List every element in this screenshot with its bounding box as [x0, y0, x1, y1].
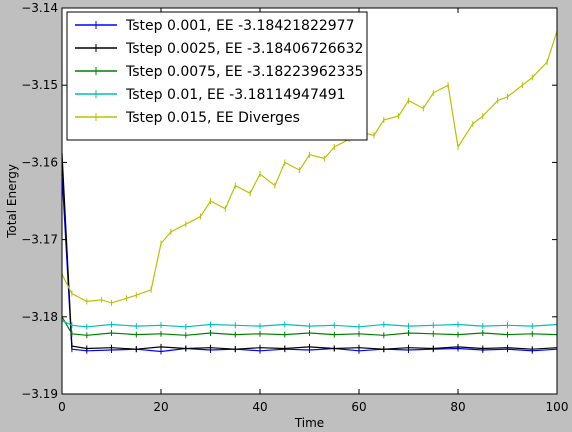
x-tick-label: 0 — [58, 400, 66, 414]
legend-label: Tstep 0.0075, EE -3.18223962335 — [125, 64, 363, 80]
tick-layer: 0 20 40 60 80 100 −3.19 −3.18 −3.17 −3.16 −3.15 −3.… — [21, 1, 568, 414]
series-line — [61, 320, 558, 328]
legend: Tstep 0.001, EE -3.18421822977 Tstep 0.00… — [66, 11, 368, 141]
x-tick-label: 80 — [450, 400, 465, 414]
y-tick-label: −3.16 — [21, 155, 58, 169]
x-tick-label: 60 — [351, 400, 366, 414]
x-tick-label: 100 — [546, 400, 569, 414]
legend-label: Tstep 0.015, EE Diverges — [125, 110, 300, 126]
x-tick-label: 20 — [153, 400, 168, 414]
y-tick-label: −3.15 — [21, 78, 58, 92]
y-tick-label: −3.14 — [21, 1, 58, 15]
x-tick-label: 40 — [252, 400, 267, 414]
legend-label: Tstep 0.001, EE -3.18421822977 — [125, 18, 354, 34]
series-line — [61, 153, 558, 350]
x-axis-label: Time — [294, 416, 324, 430]
plot-frame — [61, 7, 558, 395]
y-tick-label: −3.18 — [21, 310, 58, 324]
y-tick-label: −3.19 — [21, 387, 58, 401]
y-axis-label: Total Energy — [5, 164, 19, 239]
legend-box — [66, 11, 368, 141]
y-tick-label: −3.17 — [21, 233, 58, 247]
legend-label: Tstep 0.01, EE -3.18114947491 — [125, 87, 346, 103]
series-layer — [61, 28, 558, 355]
series-line — [61, 173, 558, 353]
series-line — [61, 316, 558, 336]
legend-label: Tstep 0.0025, EE -3.18406726632 — [125, 41, 363, 57]
